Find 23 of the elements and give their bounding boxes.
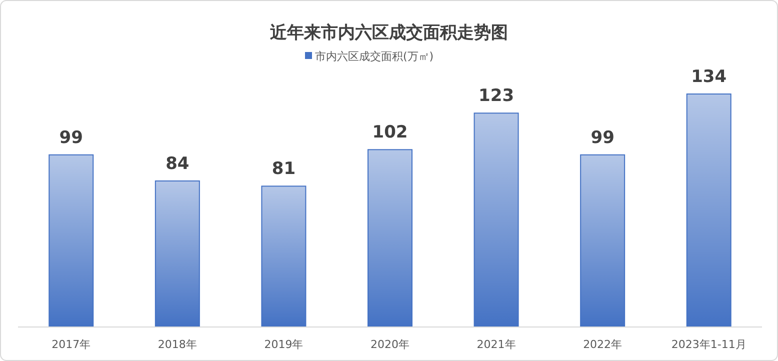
bar bbox=[154, 180, 200, 328]
x-tick-label: 2017年 bbox=[52, 338, 91, 351]
bar bbox=[368, 149, 412, 328]
data-label: 102 bbox=[372, 122, 408, 143]
bar bbox=[48, 154, 94, 328]
x-tick-label: 2021年 bbox=[476, 338, 516, 351]
chart-title: 近年来市内六区成交面积走势图 bbox=[269, 23, 508, 43]
x-tick-label: 2022年 bbox=[583, 338, 622, 351]
data-label: 134 bbox=[691, 67, 727, 87]
data-label: 81 bbox=[272, 159, 296, 180]
bar bbox=[580, 154, 626, 328]
data-label: 99 bbox=[590, 128, 614, 148]
data-label: 84 bbox=[166, 154, 190, 174]
bar bbox=[686, 94, 732, 328]
data-label: 99 bbox=[59, 128, 83, 148]
bar bbox=[261, 186, 306, 328]
bar bbox=[474, 112, 519, 328]
x-tick-label: 2020年 bbox=[370, 338, 410, 351]
legend-label: 市内六区成交面积(万㎡) bbox=[315, 50, 434, 63]
data-label: 123 bbox=[478, 86, 514, 106]
x-tick-label: 2018年 bbox=[158, 338, 197, 351]
x-tick-label: 2023年1-11月 bbox=[671, 338, 746, 351]
x-tick-label: 2019年 bbox=[264, 338, 304, 351]
